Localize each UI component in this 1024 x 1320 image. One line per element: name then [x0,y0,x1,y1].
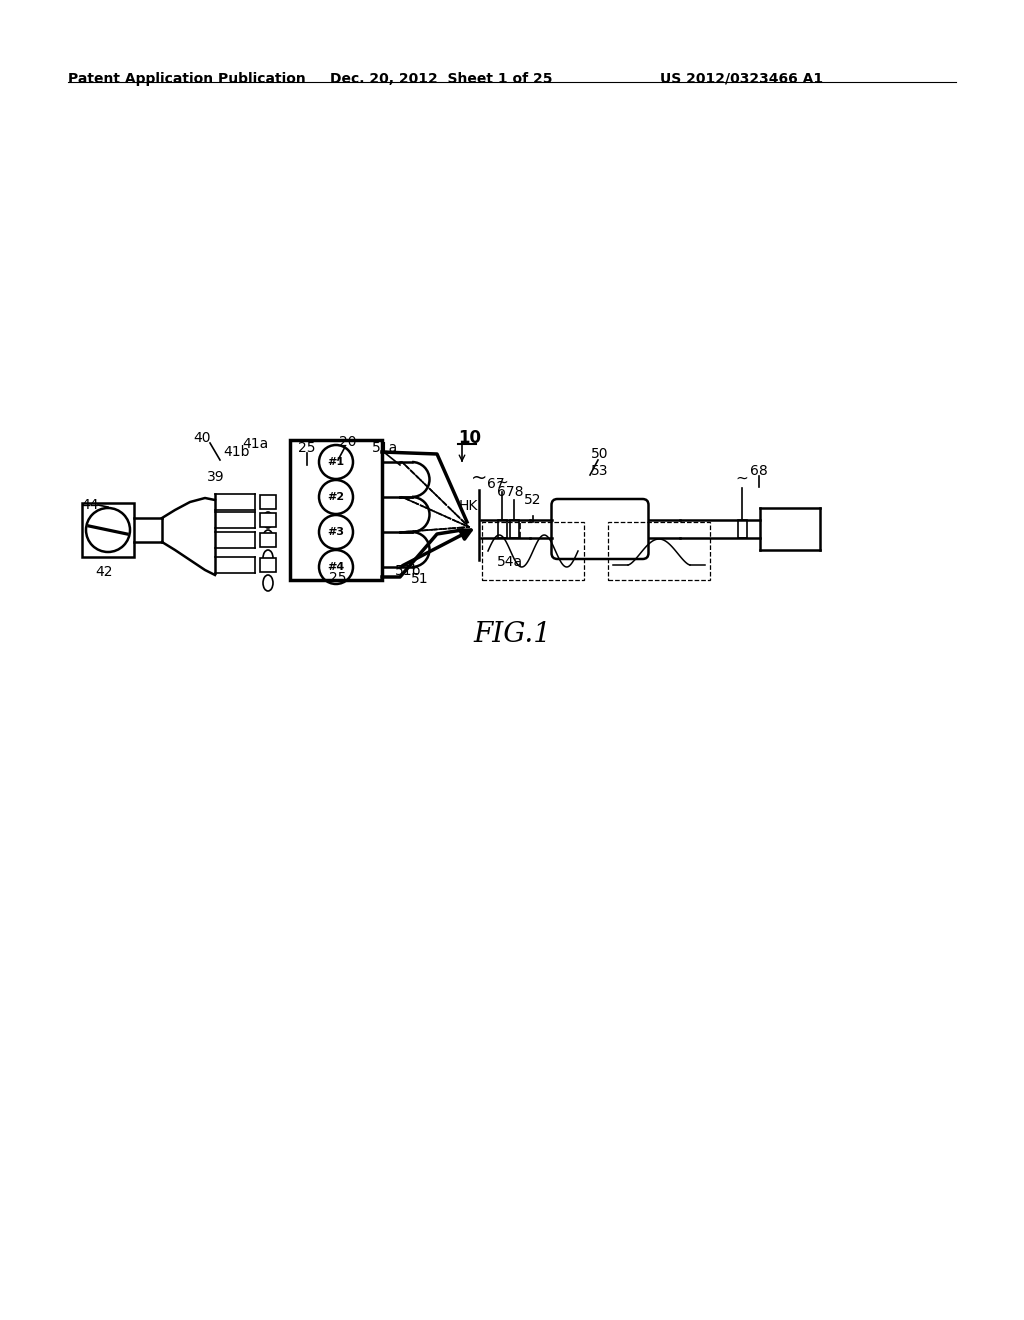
Text: 678: 678 [497,484,523,499]
Bar [482,521,584,579]
Text: 44: 44 [81,498,98,512]
Text: #4: #4 [328,562,345,572]
Text: #1: #1 [328,457,344,467]
Ellipse shape [263,576,273,591]
Text: 25: 25 [330,572,347,585]
Bar [510,520,519,539]
Text: 20: 20 [339,436,356,449]
Bar [260,533,276,546]
Ellipse shape [263,512,273,528]
Bar [82,503,134,557]
Bar [260,495,276,510]
Bar [260,513,276,527]
Text: 25: 25 [298,441,315,455]
Text: #2: #2 [328,492,344,502]
Bar [738,520,746,539]
Text: 50: 50 [591,447,608,461]
Text: ~: ~ [735,471,749,486]
Text: HK: HK [459,499,477,513]
Text: 41a: 41a [242,437,268,451]
Text: 53: 53 [591,465,608,478]
Ellipse shape [263,531,273,546]
Bar [608,521,710,579]
Bar [260,558,276,572]
Text: 41b: 41b [224,445,250,459]
Text: 52: 52 [524,492,542,507]
Text: 54a: 54a [497,554,523,569]
Text: 40: 40 [194,432,211,445]
Text: 68: 68 [751,465,768,478]
Text: 51: 51 [412,572,429,586]
Text: ~: ~ [496,475,508,490]
Text: 42: 42 [95,565,113,579]
Text: Patent Application Publication: Patent Application Publication [68,73,306,86]
Bar [498,520,507,539]
Bar [290,440,382,579]
Text: US 2012/0323466 A1: US 2012/0323466 A1 [660,73,823,86]
Text: 51b: 51b [394,564,421,578]
Text: 67: 67 [487,477,505,491]
Text: #3: #3 [328,527,344,537]
Text: FIG.1: FIG.1 [473,622,551,648]
Text: 39: 39 [207,470,225,484]
Text: 51a: 51a [372,441,398,455]
Text: 10: 10 [458,429,481,447]
Text: Dec. 20, 2012  Sheet 1 of 25: Dec. 20, 2012 Sheet 1 of 25 [330,73,553,86]
Text: ~: ~ [471,469,487,488]
FancyBboxPatch shape [552,499,648,558]
Ellipse shape [263,550,273,566]
